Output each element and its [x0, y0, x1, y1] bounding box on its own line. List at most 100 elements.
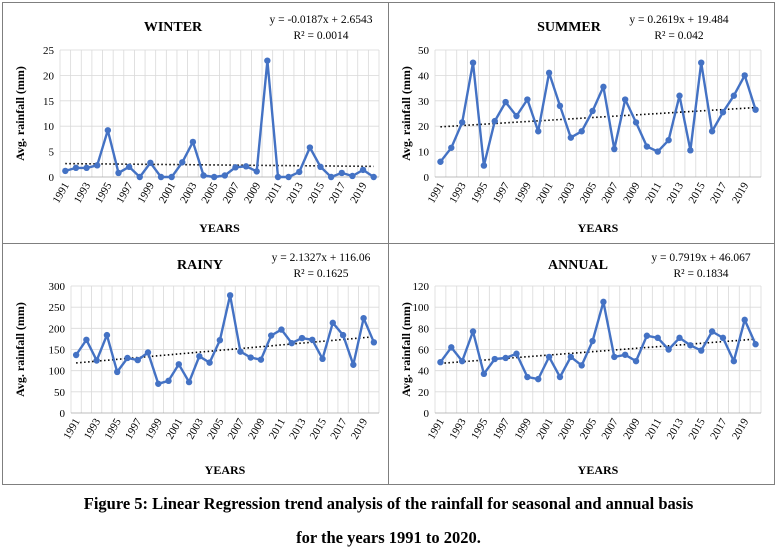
data-point [62, 167, 69, 175]
data-point [632, 357, 640, 365]
y-tick-label: 10 [43, 121, 55, 133]
data-point [124, 354, 131, 362]
x-tick-label: 1991 [426, 181, 447, 206]
data-point [676, 334, 683, 342]
y-axis-label: Avg. rainfall (mm) [399, 302, 413, 397]
data-point [567, 353, 575, 361]
x-tick-label: 2003 [556, 416, 578, 441]
data-point [545, 69, 553, 77]
x-tick-label: 2019 [348, 180, 370, 205]
data-point [210, 173, 218, 181]
data-point [360, 314, 367, 322]
x-tick-label: 2007 [600, 416, 622, 441]
data-point [247, 354, 254, 361]
y-tick-label: 100 [49, 366, 66, 378]
x-tick-label: 2017 [327, 180, 349, 205]
x-tick-label: 2005 [199, 180, 221, 205]
data-point [437, 359, 444, 366]
data-point [719, 109, 727, 116]
data-point [458, 119, 466, 126]
chart-title: WINTER [144, 20, 203, 35]
data-point [359, 166, 367, 174]
y-tick-label: 50 [54, 387, 66, 399]
x-tick-label: 1993 [447, 180, 469, 205]
x-tick-label: 2005 [578, 416, 600, 441]
x-tick-label: 2013 [665, 180, 687, 205]
data-point [741, 72, 748, 79]
data-point [556, 102, 564, 110]
trend-equation: y = -0.0187x + 2.6543 [269, 14, 372, 26]
x-tick-label: 2019 [730, 180, 752, 205]
data-point [350, 361, 357, 368]
data-point [216, 336, 224, 344]
data-point [242, 163, 250, 170]
x-tick-label: 1999 [513, 180, 535, 205]
data-point [196, 353, 203, 360]
y-tick-label: 60 [418, 345, 430, 357]
data-point [480, 162, 488, 169]
data-point [115, 169, 122, 177]
data-point [578, 128, 585, 135]
x-tick-label: 2003 [185, 416, 207, 441]
data-point [338, 169, 345, 177]
data-point [665, 136, 672, 144]
data-point [226, 292, 234, 299]
data-point [298, 334, 306, 342]
data-point [752, 106, 759, 113]
data-point [730, 92, 738, 99]
x-axis-label: YEARS [199, 221, 240, 235]
data-point [72, 351, 80, 359]
r-squared-label: R² = 0.1834 [674, 268, 729, 280]
y-tick-label: 250 [49, 302, 66, 314]
data-point [458, 357, 466, 365]
y-tick-label: 100 [413, 302, 430, 314]
data-point [698, 59, 705, 66]
x-tick-label: 2017 [708, 180, 730, 205]
data-point [257, 356, 265, 363]
y-tick-label: 40 [418, 70, 430, 82]
data-point [589, 107, 596, 115]
data-point [654, 148, 661, 155]
data-point [632, 119, 640, 126]
data-point [719, 334, 727, 342]
chart-title: ANNUAL [548, 258, 608, 273]
y-tick-label: 80 [418, 323, 430, 335]
x-tick-label: 1995 [469, 416, 491, 441]
data-point [535, 375, 542, 383]
x-tick-label: 2007 [221, 180, 243, 205]
x-tick-label: 2009 [242, 180, 264, 205]
figure-caption-line-2: for the years 1991 to 2020. [296, 528, 481, 547]
data-point [317, 163, 324, 171]
data-point [285, 173, 292, 181]
x-tick-label: 2001 [534, 181, 555, 206]
data-point [278, 326, 285, 333]
data-point [114, 368, 121, 376]
trendline-rainy [76, 335, 374, 364]
data-point [94, 162, 101, 169]
data-point [309, 336, 316, 343]
x-tick-label: 1991 [51, 181, 72, 206]
y-tick-label: 0 [60, 408, 66, 420]
data-point [288, 339, 295, 347]
data-point [654, 334, 661, 342]
data-point [589, 337, 596, 345]
data-point [687, 147, 694, 154]
y-tick-label: 120 [413, 281, 430, 293]
x-tick-label: 2001 [534, 417, 555, 442]
data-point [165, 377, 172, 385]
trend-equation: y = 0.2619x + 19.484 [629, 14, 728, 26]
x-tick-label: 2013 [287, 416, 309, 441]
x-tick-label: 2011 [643, 417, 664, 442]
x-tick-label: 2015 [686, 416, 708, 441]
data-point [600, 298, 607, 306]
x-tick-label: 2017 [708, 416, 730, 441]
x-tick-label: 1993 [72, 180, 94, 205]
data-point [730, 357, 738, 365]
data-point [206, 359, 213, 366]
data-point [513, 112, 520, 120]
data-point [448, 144, 455, 151]
x-tick-label: 1991 [61, 417, 82, 442]
